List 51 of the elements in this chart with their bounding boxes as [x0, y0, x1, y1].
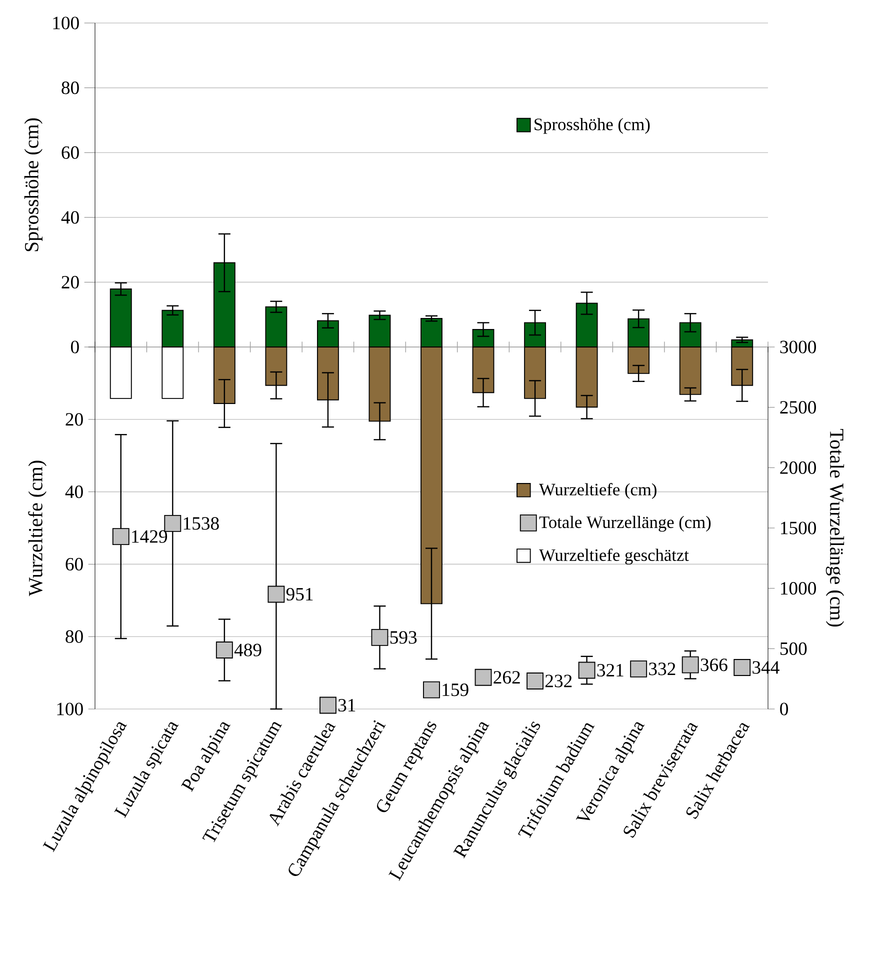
point — [474, 668, 492, 686]
data-label: 159 — [442, 684, 468, 696]
data-label: 321 — [597, 664, 624, 677]
data-label: 31 — [338, 698, 356, 712]
y-tick-label: 80 — [62, 82, 79, 94]
data-label: 344 — [752, 661, 780, 674]
data-label: 1538 — [184, 517, 219, 530]
data-label: 951 — [286, 588, 313, 601]
y-tick-label: 20 — [62, 276, 79, 289]
y2-tick-label: 500 — [780, 642, 807, 655]
data-label: 1429 — [132, 530, 168, 543]
point — [268, 586, 285, 603]
y-tick-label: 40 — [61, 211, 79, 224]
legend-label: Totale Wurzellänge (cm) — [539, 516, 711, 532]
y-tick-label: 40 — [65, 486, 83, 498]
data-label: 232 — [545, 674, 572, 688]
point — [371, 628, 388, 646]
y2-tick-label: 2500 — [780, 401, 816, 414]
y2-tick-label: 0 — [780, 702, 788, 716]
y-tick-label: 80 — [66, 630, 83, 643]
y-tick-label: 60 — [62, 146, 79, 159]
y2-tick-label: 1000 — [781, 582, 816, 595]
point — [319, 696, 336, 714]
legend-label: Wurzeltiefe geschätzt — [539, 548, 689, 565]
point — [423, 681, 440, 698]
data-label: 593 — [390, 631, 417, 644]
point — [682, 656, 699, 674]
legend-label: Wurzeltiefe (cm) — [539, 483, 656, 499]
data-label: 489 — [234, 644, 262, 656]
y-tick-label: 60 — [66, 558, 83, 571]
y-tick-label: 100 — [57, 702, 83, 716]
point — [734, 659, 751, 676]
legend-label: Sprosshöhe (cm) — [534, 118, 650, 134]
y-tick-label: 0 — [71, 340, 79, 354]
y-tick-label: 100 — [53, 16, 79, 30]
y-tick-label: 20 — [66, 413, 83, 426]
point — [216, 642, 233, 658]
y-axis-title: Sprosshöhe (cm) — [24, 118, 42, 252]
y2-tick-label: 3000 — [780, 340, 816, 354]
data-label: 366 — [700, 658, 728, 672]
data-label: 332 — [649, 662, 676, 676]
y2-tick-label: 1500 — [781, 522, 816, 534]
y-axis-title: Wurzeltiefe (cm) — [28, 460, 46, 596]
point — [526, 672, 544, 690]
point — [112, 528, 130, 546]
y2-axis-title: Totale Wurzellänge (cm) — [826, 428, 844, 627]
data-label: 262 — [494, 671, 520, 684]
y2-tick-label: 2000 — [780, 461, 816, 474]
point — [578, 662, 596, 679]
point — [164, 514, 182, 532]
point — [630, 660, 648, 678]
